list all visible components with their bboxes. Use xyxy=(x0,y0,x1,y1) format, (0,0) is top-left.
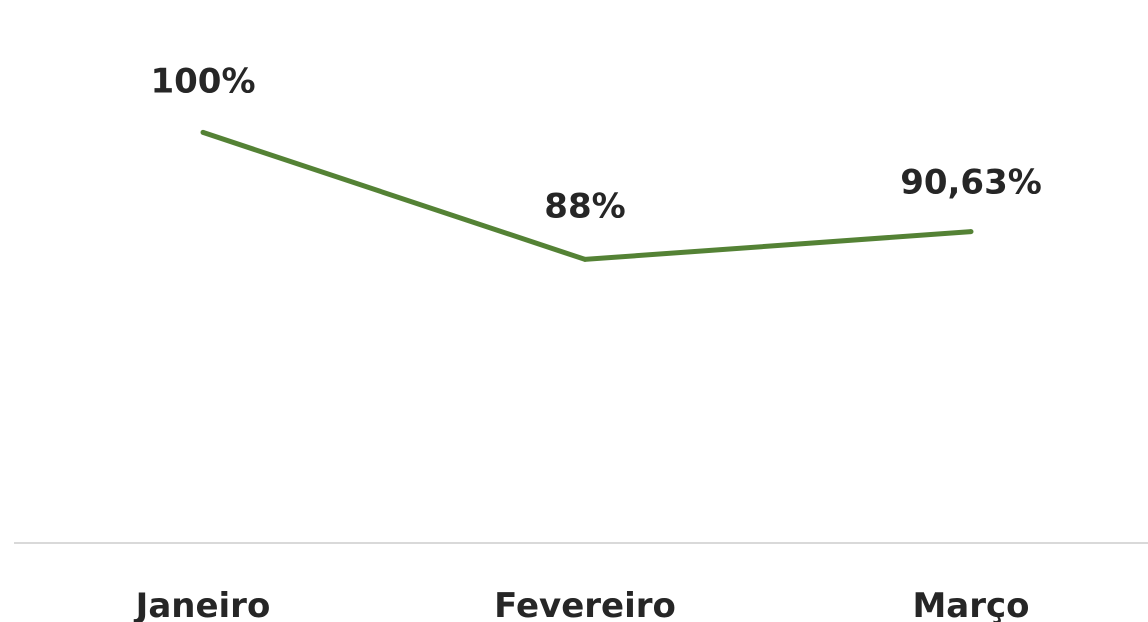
data-label-2: 88% xyxy=(544,186,625,226)
category-label-3: Março xyxy=(912,586,1029,622)
category-label-1: Janeiro xyxy=(134,586,271,622)
data-labels: 100% 88% 90,63% xyxy=(150,61,1041,226)
data-point-1 xyxy=(200,129,206,135)
category-label-2: Fevereiro xyxy=(494,586,676,622)
category-labels: Janeiro Fevereiro Março xyxy=(134,586,1030,622)
data-points xyxy=(200,129,974,262)
data-point-2 xyxy=(582,256,588,262)
data-label-1: 100% xyxy=(150,61,255,101)
data-label-3: 90,63% xyxy=(900,163,1042,203)
data-point-3 xyxy=(968,229,974,235)
